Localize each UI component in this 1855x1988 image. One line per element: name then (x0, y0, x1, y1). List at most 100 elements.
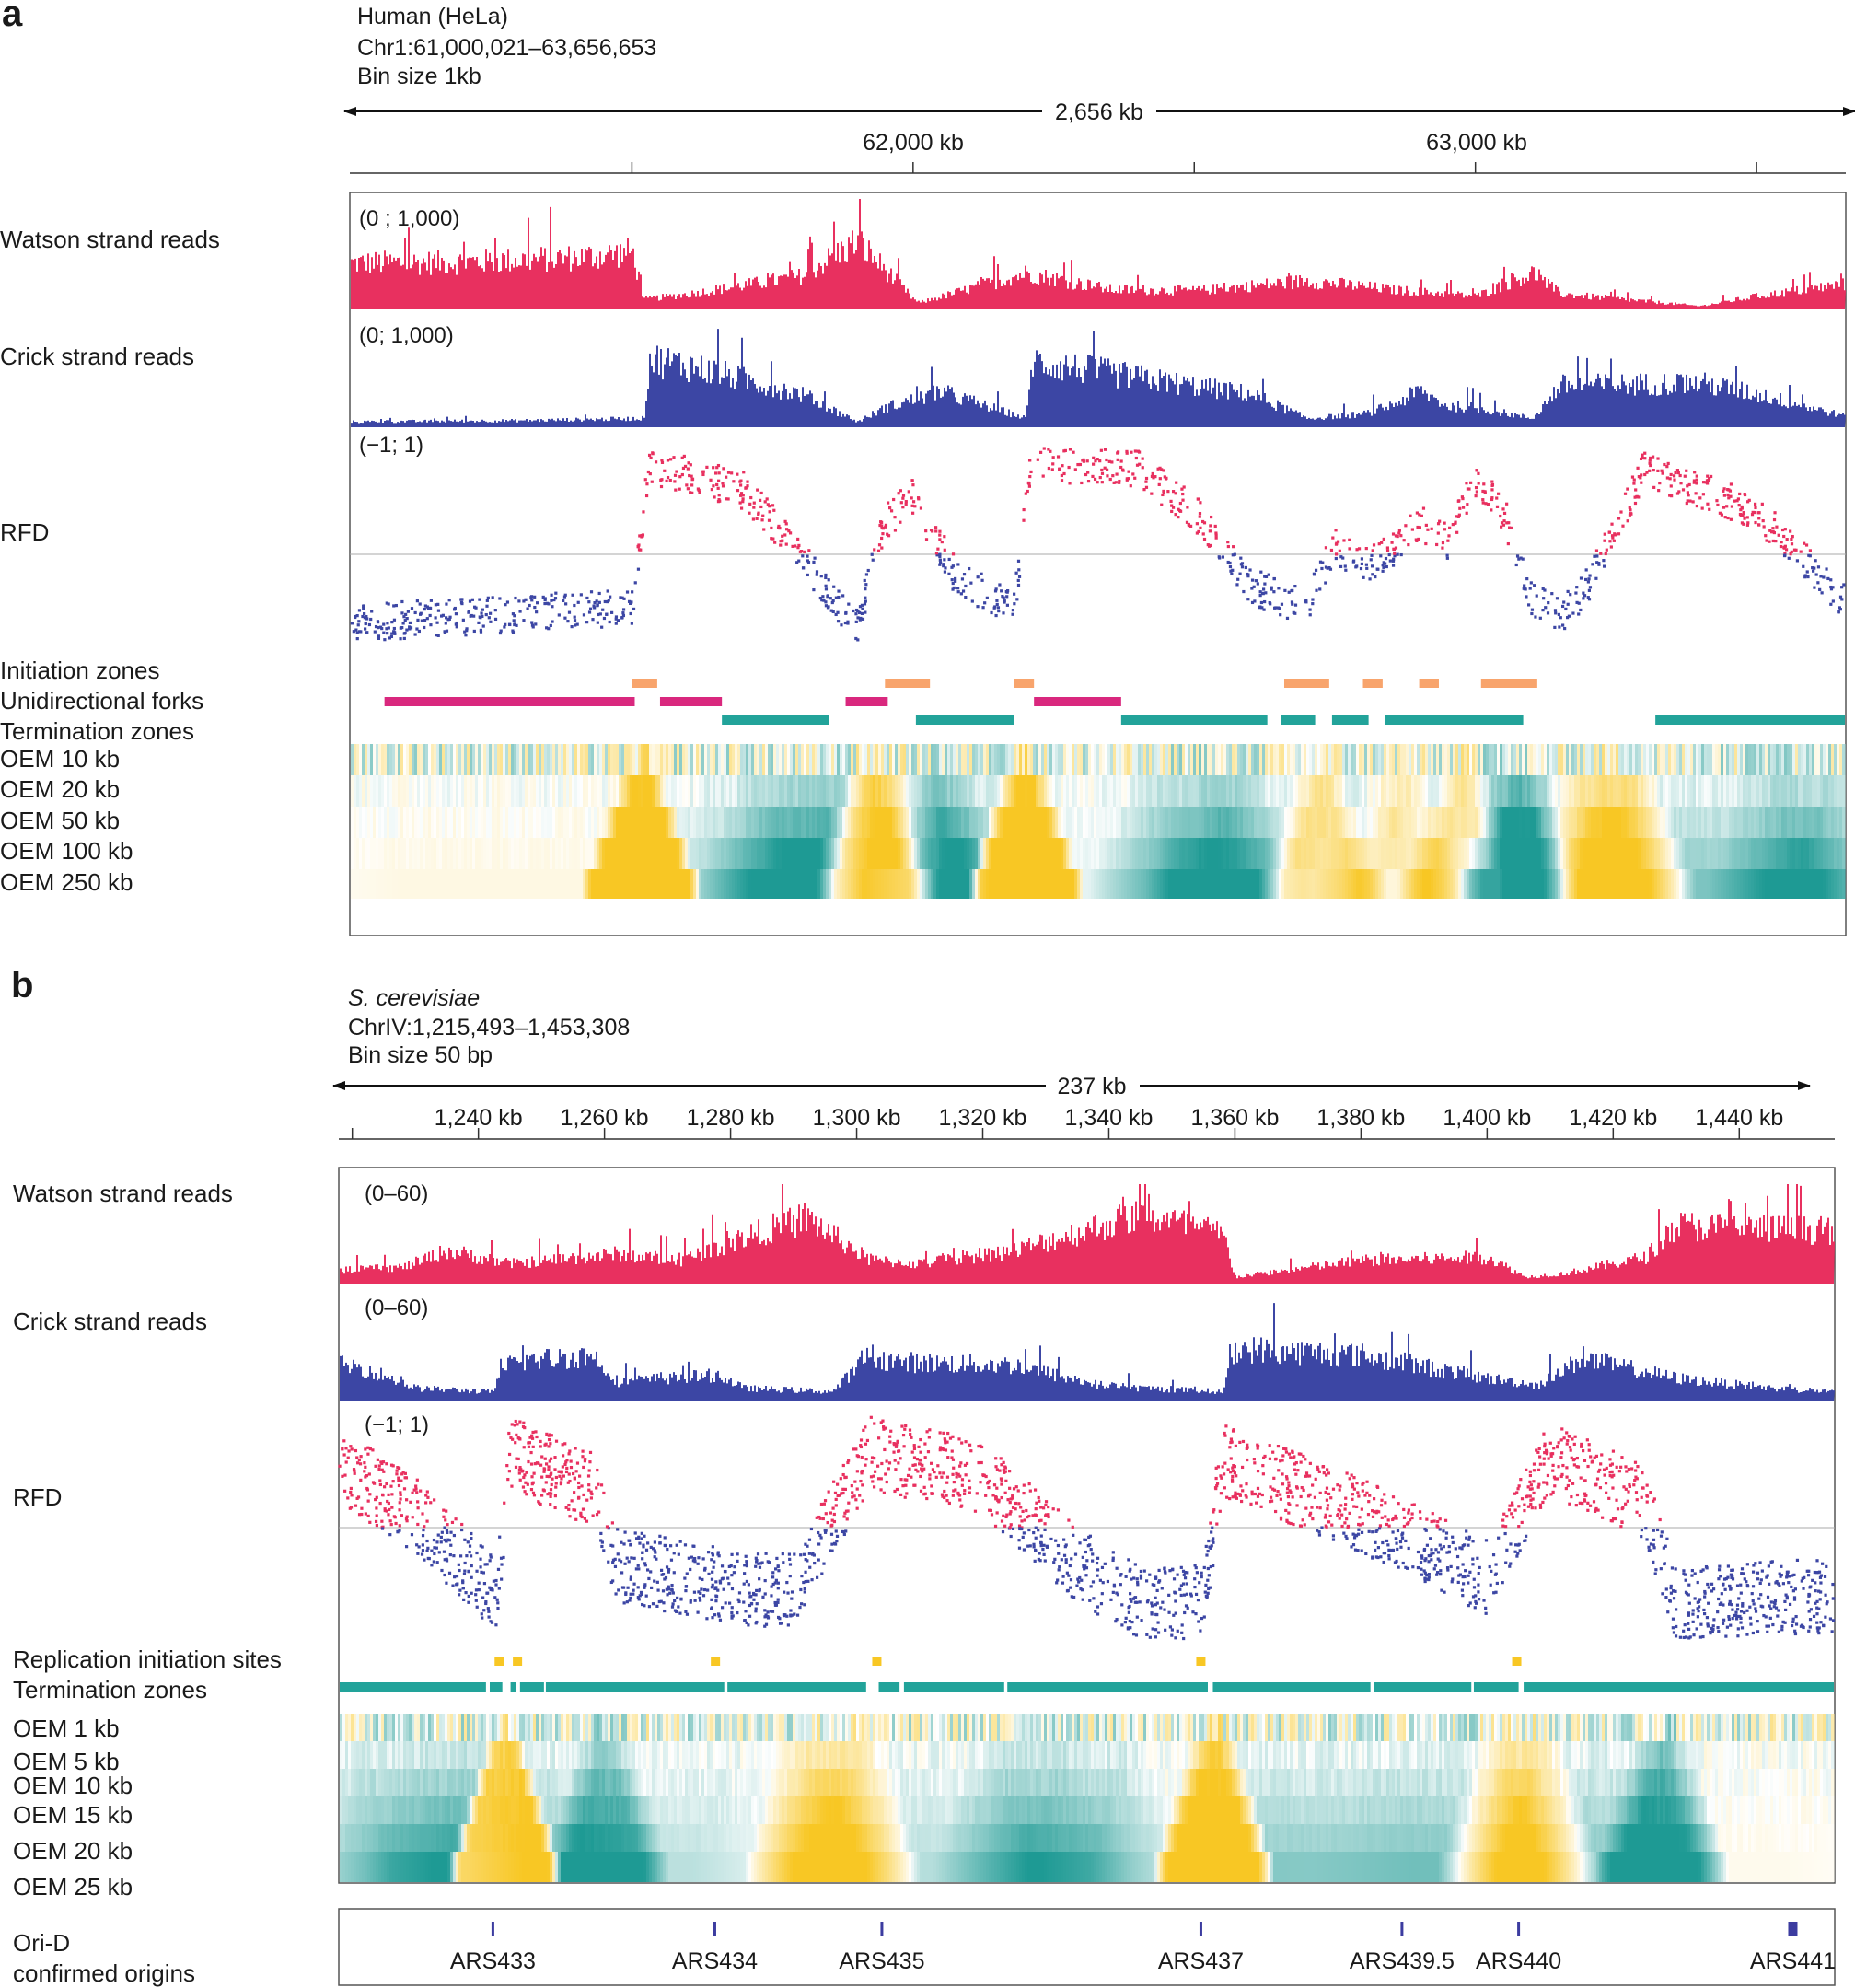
b-rfd-point (1815, 1606, 1819, 1610)
a-rfd-point (1410, 528, 1414, 531)
a-oem-cell-r1 (779, 775, 783, 807)
a-oem-cell-r4 (1019, 869, 1023, 899)
a-oem-cell-r1 (1665, 775, 1669, 807)
a-oem-cell-r4 (574, 869, 578, 899)
a-oem-cell-r4 (1768, 869, 1771, 899)
b-rfd-point (1546, 1473, 1550, 1478)
a-rfd-point (1394, 546, 1398, 550)
a-rfd-point (904, 500, 908, 504)
a-rfd-point (551, 605, 554, 609)
a-oem-cell-r2 (1842, 807, 1846, 838)
b-rfd-point (1375, 1529, 1379, 1532)
a-oem-cell-r3 (873, 838, 876, 869)
a-oem-cell-r3 (574, 838, 578, 869)
a-oem-cell-r0 (610, 744, 614, 775)
a-oem-cell-r0 (1798, 744, 1802, 775)
a-oem-cell-r3 (1649, 838, 1652, 869)
b-rfd-point (764, 1613, 768, 1617)
b-rfd-point (1130, 1620, 1134, 1624)
a-oem-cell-r4 (884, 869, 887, 899)
panel-a-label-oem-20: OEM 20 kb (0, 775, 120, 803)
a-rfd-point (1579, 576, 1583, 580)
b-rfd-point (1182, 1593, 1187, 1597)
a-oem-cell-r3 (1298, 838, 1302, 869)
a-oem-cell-r1 (1685, 775, 1688, 807)
a-rfd-point (777, 524, 781, 529)
a-rfd-point (511, 631, 516, 634)
a-oem-cell-r2 (983, 807, 987, 838)
a-rfd-point (1133, 449, 1137, 453)
a-rfd-point (603, 599, 607, 604)
a-oem-cell-r3 (423, 838, 426, 869)
a-oem-cell-r3 (900, 838, 904, 869)
a-rfd-point (1648, 469, 1652, 472)
b-rfd-point (349, 1445, 353, 1448)
a-rfd-point (1640, 481, 1643, 484)
a-oem-cell-r0 (1414, 744, 1418, 775)
a-oem-cell-r3 (1235, 838, 1238, 869)
panel-a-range-watson: (0 ; 1,000) (359, 206, 459, 231)
a-oem-cell-r4 (1395, 869, 1398, 899)
a-rfd-point (837, 595, 841, 599)
a-oem-cell-r1 (1273, 775, 1277, 807)
a-rfd-point (913, 505, 917, 508)
a-oem-cell-r3 (1116, 838, 1119, 869)
a-oem-cell-r4 (1188, 869, 1191, 899)
a-oem-cell-r3 (699, 838, 702, 869)
a-oem-cell-r3 (624, 838, 628, 869)
a-oem-cell-r3 (378, 838, 382, 869)
a-rfd-point (410, 607, 414, 610)
a-oem-cell-r1 (655, 775, 658, 807)
a-rfd-point (1782, 553, 1787, 558)
a-oem-cell-r2 (920, 807, 923, 838)
b-rfd-point (380, 1527, 385, 1530)
a-oem-cell-r0 (442, 744, 446, 775)
a-oem-cell-r1 (1295, 775, 1299, 807)
a-rfd-point (1103, 466, 1107, 470)
a-oem-cell-r0 (1511, 744, 1514, 775)
a-rfd-point (1586, 596, 1590, 599)
a-rfd-point (1396, 534, 1399, 539)
a-oem-cell-r0 (1143, 744, 1147, 775)
a-oem-cell-r0 (1685, 744, 1688, 775)
a-oem-cell-r2 (1483, 807, 1487, 838)
a-oem-cell-r4 (757, 869, 760, 899)
a-oem-cell-r2 (1259, 807, 1263, 838)
a-oem-cell-r4 (878, 869, 882, 899)
a-rfd-point (690, 474, 693, 478)
a-rfd-point (904, 502, 908, 506)
b-rfd-point (529, 1487, 534, 1492)
b-rfd-point (653, 1549, 656, 1552)
a-rfd-point (435, 621, 439, 624)
a-rfd-point (956, 563, 960, 566)
a-oem-cell-r3 (845, 838, 849, 869)
b-rfd-point (595, 1486, 598, 1490)
b-rfd-point (1151, 1627, 1154, 1631)
a-oem-cell-r2 (511, 807, 515, 838)
a-oem-cell-r0 (754, 744, 758, 775)
a-oem-cell-r1 (412, 775, 415, 807)
a-oem-cell-r2 (840, 807, 843, 838)
b-rfd-point (1233, 1471, 1236, 1475)
b-rfd-point (1189, 1594, 1193, 1598)
a-oem-cell-r3 (1066, 838, 1070, 869)
a-oem-cell-r2 (1152, 807, 1155, 838)
a-oem-cell-r2 (1525, 807, 1528, 838)
a-rfd-point (756, 488, 759, 492)
a-oem-cell-r4 (956, 869, 959, 899)
b-rfd-point (1163, 1566, 1166, 1570)
a-oem-cell-r1 (994, 775, 998, 807)
a-rfd-point (1678, 473, 1682, 478)
a-oem-cell-r4 (1450, 869, 1454, 899)
a-rfd-point (1334, 552, 1339, 556)
a-oem-cell-r1 (1036, 775, 1039, 807)
a-oem-cell-r1 (787, 775, 791, 807)
a-oem-cell-r0 (721, 744, 725, 775)
a-rfd-point (1027, 484, 1031, 488)
a-oem-cell-r4 (1094, 869, 1097, 899)
a-rfd-point (1364, 546, 1368, 551)
a-oem-cell-r2 (1447, 807, 1451, 838)
b-rfd-point (819, 1536, 823, 1540)
a-oem-cell-r1 (1110, 775, 1114, 807)
a-oem-cell-r1 (840, 775, 843, 807)
